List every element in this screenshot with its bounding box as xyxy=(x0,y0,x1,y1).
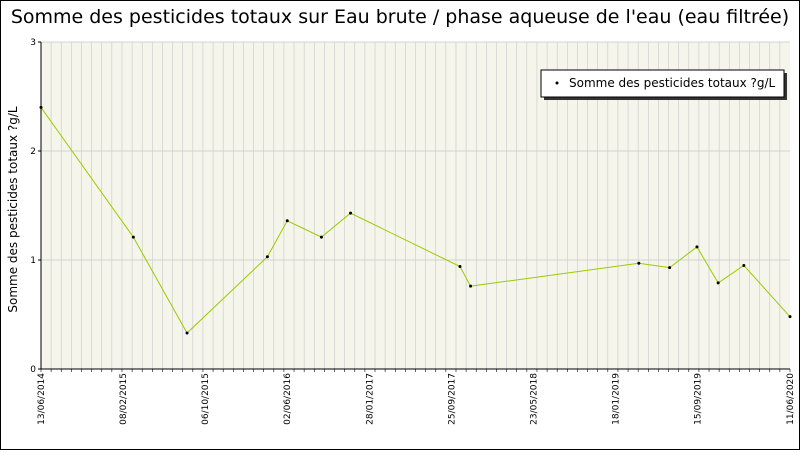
x-tick-label: 13/06/2014 xyxy=(37,373,47,425)
x-tick-label: 23/05/2018 xyxy=(529,373,539,425)
x-tick-label: 18/01/2019 xyxy=(612,373,622,425)
legend-box xyxy=(540,69,785,98)
y-tick-label: 1 xyxy=(30,256,36,266)
data-point xyxy=(716,281,720,285)
y-tick-label: 3 xyxy=(30,38,36,48)
y-axis-ticks: 0 1 2 3 xyxy=(30,38,41,375)
axes xyxy=(40,42,791,372)
data-point xyxy=(668,266,672,270)
data-point xyxy=(695,245,699,249)
y-axis-label: Somme des pesticides totaux ?g/L xyxy=(6,106,20,313)
data-point xyxy=(742,263,746,267)
x-tick-label: 08/02/2015 xyxy=(119,373,129,425)
data-point xyxy=(319,235,323,239)
data-point xyxy=(637,261,641,265)
data-point xyxy=(131,235,135,239)
x-tick-label: 15/09/2019 xyxy=(694,373,704,425)
x-tick-label: 06/10/2015 xyxy=(201,373,211,425)
y-tick-label: 2 xyxy=(30,147,36,157)
data-point xyxy=(458,265,462,269)
legend-marker xyxy=(555,81,559,85)
series-group xyxy=(39,105,792,335)
data-point xyxy=(349,211,353,215)
x-tick-label: 11/06/2020 xyxy=(786,373,796,425)
data-point xyxy=(185,331,189,335)
data-point xyxy=(469,284,473,288)
y-tick-label: 0 xyxy=(30,365,36,375)
x-tick-label: 02/06/2016 xyxy=(283,373,293,425)
legend: Somme des pesticides totaux ?g/L xyxy=(540,69,787,100)
legend-entry: Somme des pesticides totaux ?g/L xyxy=(569,76,776,90)
data-point xyxy=(285,219,289,223)
chart-title: Somme des pesticides totaux sur Eau brut… xyxy=(10,6,790,28)
data-point xyxy=(265,255,269,259)
x-tick-label: 28/01/2017 xyxy=(365,373,375,425)
data-point xyxy=(788,315,792,319)
x-tick-label: 25/09/2017 xyxy=(447,373,457,425)
data-point xyxy=(39,105,43,109)
x-axis-ticks: 13/06/2014 08/02/2015 06/10/2015 02/06/2016… xyxy=(37,373,796,425)
